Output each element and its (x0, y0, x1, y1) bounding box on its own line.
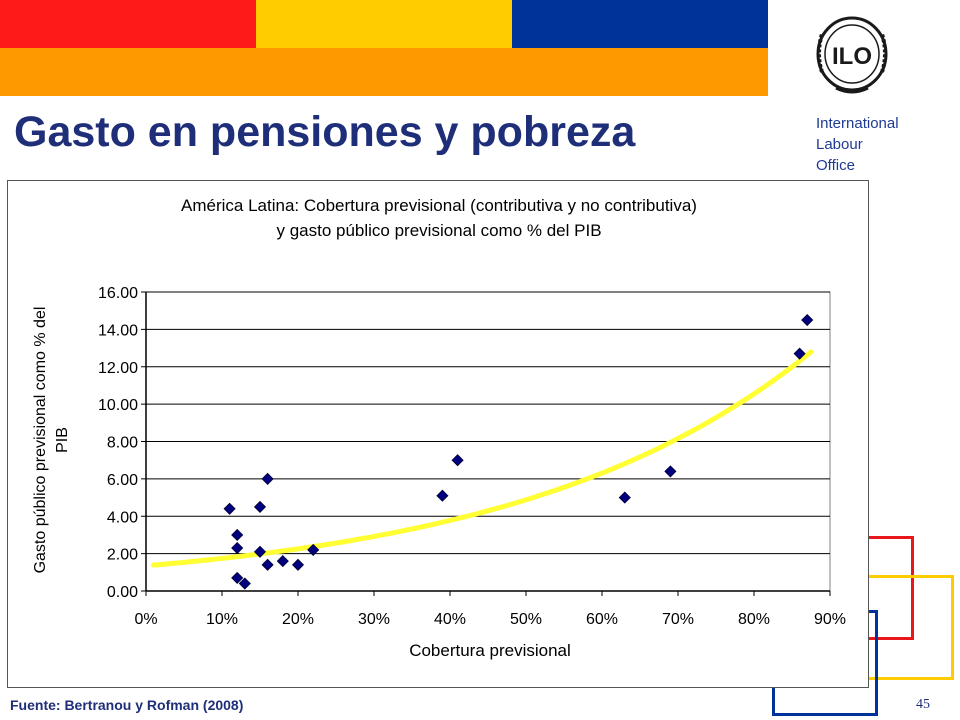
data-point (223, 502, 236, 515)
trendline (151, 349, 814, 568)
y-axis-label-line2: PIB (54, 427, 71, 453)
header-band-blue (512, 0, 768, 48)
page-number: 45 (916, 697, 930, 712)
data-point (307, 543, 320, 556)
header-band-orange (0, 48, 768, 96)
data-point (261, 558, 274, 571)
x-tick-label: 70% (662, 611, 694, 628)
data-point (238, 577, 251, 590)
y-tick-label: 12.00 (98, 360, 138, 377)
x-tick-label: 20% (282, 611, 314, 628)
y-tick-label: 14.00 (98, 322, 138, 339)
y-tick-label: 2.00 (107, 547, 138, 564)
data-point (793, 347, 806, 360)
data-point (261, 472, 274, 485)
org-name-line2: Labour (816, 136, 863, 153)
header-band-red (0, 0, 256, 48)
data-point (451, 454, 464, 467)
y-axis-label: Gasto público previsional como % del PIB (30, 280, 74, 600)
data-point (253, 500, 267, 513)
data-point (253, 545, 267, 558)
y-tick-label: 10.00 (98, 397, 138, 414)
header-band-yellow (256, 0, 512, 48)
data-point (231, 541, 244, 555)
data-point (231, 571, 244, 584)
chart-title-line2: y gasto público previsional como % del P… (276, 221, 602, 240)
organization-name: International Labour Office (816, 113, 899, 176)
data-point (231, 528, 244, 542)
y-tick-label: 0.00 (107, 584, 138, 601)
data-point (276, 555, 289, 568)
y-axis-label-line1: Gasto público previsional como % del (32, 306, 49, 574)
x-tick-label: 30% (358, 611, 390, 628)
ilo-emblem-icon: ILO (806, 14, 898, 94)
x-tick-label: 40% (434, 611, 466, 628)
org-name-line3: Office (816, 157, 855, 174)
data-point (291, 558, 305, 571)
org-name-line1: International (816, 115, 899, 132)
x-tick-label: 80% (738, 611, 770, 628)
x-tick-label: 90% (814, 611, 846, 628)
data-point (436, 489, 449, 502)
data-point (801, 313, 814, 327)
logo-text: ILO (832, 43, 872, 70)
y-tick-label: 8.00 (107, 435, 138, 452)
y-tick-label: 6.00 (107, 472, 138, 489)
slide-title: Gasto en pensiones y pobreza (14, 108, 636, 156)
chart-title-line1: América Latina: Cobertura previsional (c… (181, 196, 697, 215)
x-tick-label: 10% (206, 611, 238, 628)
x-axis-label: Cobertura previsional (409, 641, 571, 660)
data-point (618, 491, 631, 504)
x-tick-label: 60% (586, 611, 618, 628)
x-tick-label: 0% (134, 611, 157, 628)
chart-container: América Latina: Cobertura previsional (c… (7, 180, 869, 688)
data-point (664, 465, 677, 478)
source-note: Fuente: Bertranou y Rofman (2008) (10, 697, 244, 713)
y-tick-label: 16.00 (98, 285, 138, 302)
x-tick-label: 50% (510, 611, 542, 628)
y-tick-label: 4.00 (107, 509, 138, 526)
